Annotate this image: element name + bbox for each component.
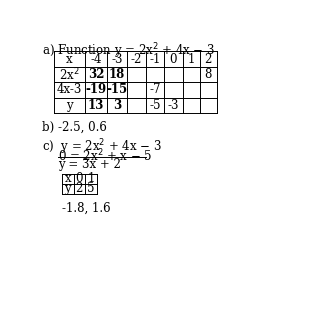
Text: 13: 13 (88, 99, 104, 112)
Text: 1: 1 (188, 53, 195, 66)
Text: -4: -4 (90, 53, 102, 66)
Text: y: y (64, 182, 71, 195)
Text: 4x-3: 4x-3 (57, 84, 82, 96)
Text: -3: -3 (111, 53, 123, 66)
Text: c)  y = 2x$^2$ + 4x $-$ 3: c) y = 2x$^2$ + 4x $-$ 3 (42, 138, 162, 157)
Text: 0 = 2x$^2$ + x $-$ 5: 0 = 2x$^2$ + x $-$ 5 (58, 148, 152, 164)
Text: -7: -7 (149, 84, 161, 96)
Text: b) -2.5, 0.6: b) -2.5, 0.6 (42, 121, 107, 134)
Text: -5: -5 (149, 99, 161, 112)
Text: 5: 5 (87, 182, 95, 195)
Text: -2: -2 (131, 53, 142, 66)
Text: 0: 0 (76, 172, 83, 185)
Text: 2: 2 (205, 53, 212, 66)
Text: -1.8, 1.6: -1.8, 1.6 (62, 202, 111, 215)
Text: 2x$^2$: 2x$^2$ (59, 66, 80, 83)
Text: 0: 0 (170, 53, 177, 66)
Text: 32: 32 (88, 68, 104, 81)
Text: y: y (66, 99, 73, 112)
Text: -1: -1 (149, 53, 161, 66)
Text: 3: 3 (113, 99, 121, 112)
Text: y = 3x + 2: y = 3x + 2 (58, 158, 121, 172)
Text: a) Function y = 2x$^2$ + 4x $-$ 3: a) Function y = 2x$^2$ + 4x $-$ 3 (42, 41, 215, 61)
Text: -19: -19 (85, 84, 107, 96)
Text: 2: 2 (76, 182, 83, 195)
Text: x: x (66, 53, 73, 66)
Text: 8: 8 (205, 68, 212, 81)
Text: -15: -15 (106, 84, 128, 96)
Text: -3: -3 (168, 99, 179, 112)
Text: 1: 1 (87, 172, 95, 185)
Text: 18: 18 (109, 68, 125, 81)
Text: x: x (64, 172, 71, 185)
